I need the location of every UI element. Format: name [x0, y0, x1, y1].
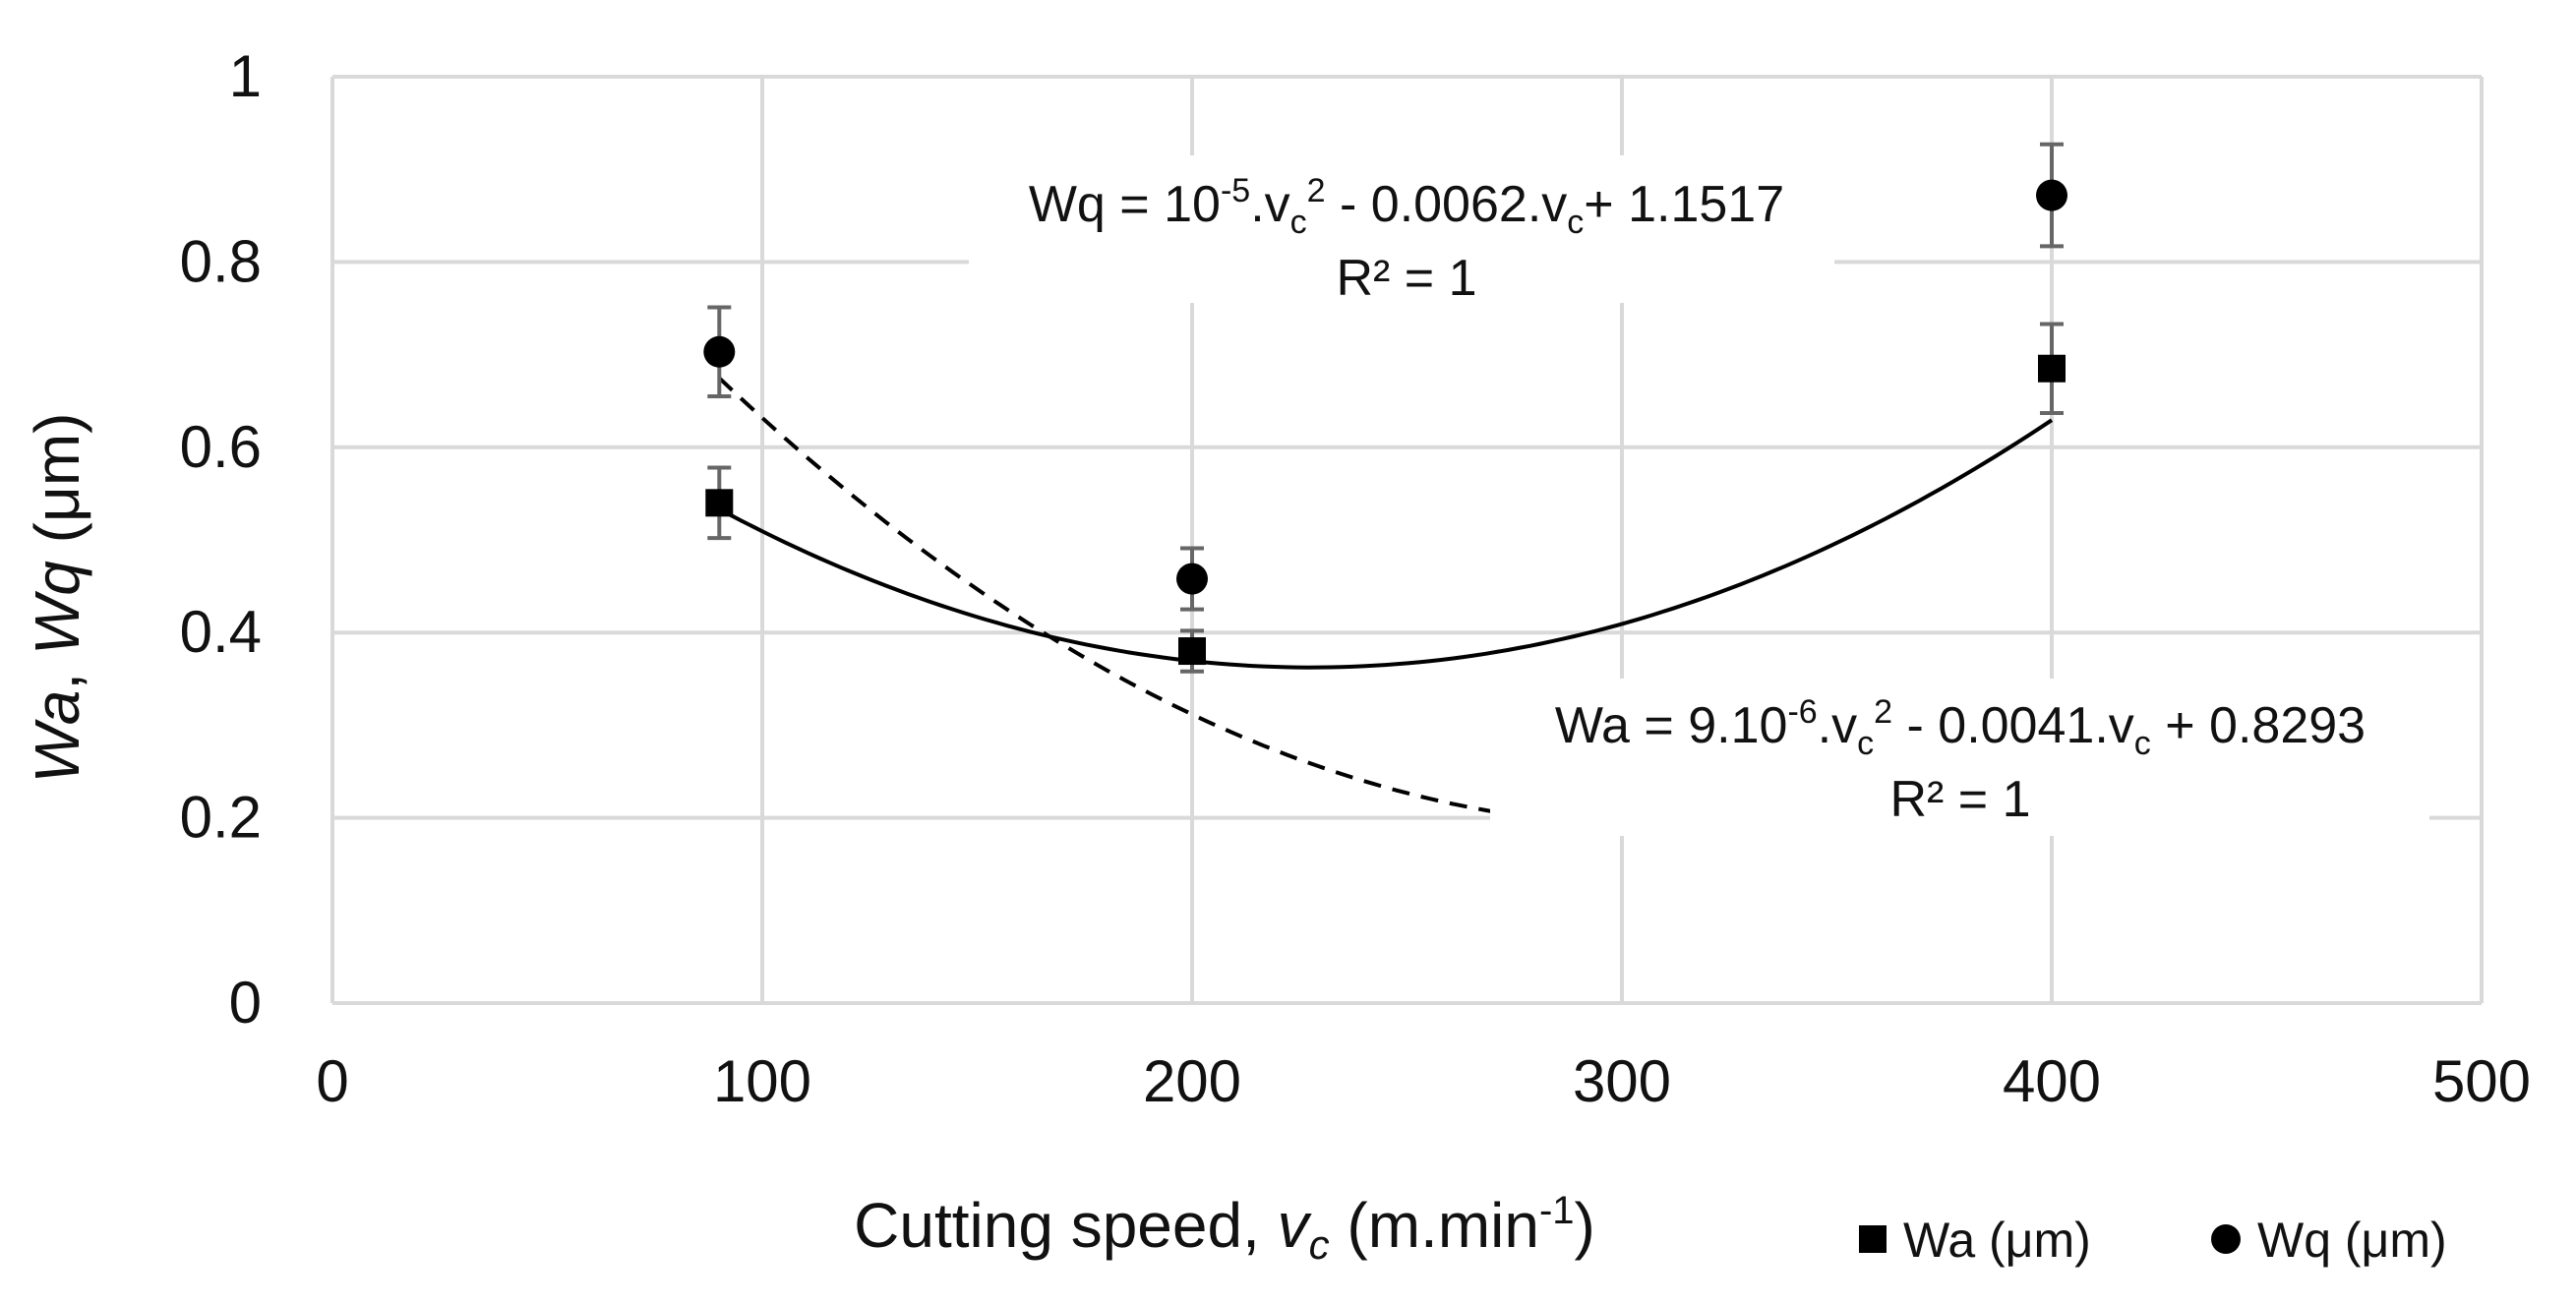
grid-layer	[330, 75, 2484, 1005]
x-tick-label: 300	[1573, 1048, 1671, 1114]
y-tick-label: 0.8	[180, 228, 262, 294]
wa-eq-part2: .v	[1818, 697, 1857, 754]
wq-eq-part1: Wq = 10	[1029, 176, 1221, 233]
wq-eq-sub2: c	[1567, 204, 1584, 241]
y-tick-label: 0.2	[180, 785, 262, 851]
wa-point	[705, 489, 734, 517]
wa-eq-sup1: -6	[1787, 693, 1817, 731]
wq-point	[703, 335, 736, 368]
wq-eq-part4: + 1.1517	[1584, 176, 1784, 233]
wa-point	[2038, 354, 2066, 383]
x-tick-label: 400	[2003, 1048, 2101, 1114]
legend-marker-wq	[2211, 1224, 2241, 1254]
wq-eq-part3: - 0.0062.v	[1326, 176, 1568, 233]
legend: Wa (μm) Wq (μm)	[1859, 1213, 2447, 1268]
x-tick-label: 200	[1143, 1048, 1241, 1114]
wa-eq-sup2: 2	[1874, 693, 1892, 731]
marker-layer	[703, 179, 2067, 666]
legend-label-wq: Wq (μm)	[2257, 1213, 2447, 1268]
wa-eq-part4: + 0.8293	[2151, 697, 2366, 754]
wq-equation-background	[969, 155, 1834, 303]
x-axis-title-unit-post: )	[1575, 1190, 1595, 1261]
y-axis-title-sep: ,	[22, 655, 92, 690]
wa-equation-background	[1490, 679, 2429, 836]
wq-eq-part2: .v	[1250, 176, 1289, 233]
wq-point	[2036, 179, 2067, 211]
x-axis-title-prefix: Cutting speed,	[854, 1190, 1278, 1261]
legend-marker-wa	[1859, 1225, 1887, 1253]
x-tick-label: 0	[316, 1048, 348, 1114]
wa-equation: Wa = 9.10-6.vc2 - 0.0041.vc + 0.8293	[1555, 693, 2366, 762]
y-tick-label: 0	[229, 970, 262, 1036]
wq-eq-sup2: 2	[1307, 172, 1326, 209]
x-axis-title-unit-sup: -1	[1539, 1189, 1575, 1232]
y-tick-label: 1	[229, 43, 262, 109]
x-axis-title-unit-pre: (m.min	[1330, 1190, 1539, 1261]
wa-point	[1178, 637, 1206, 666]
x-axis-title-var: v	[1278, 1190, 1313, 1261]
wq-r-squared: R² = 1	[1336, 250, 1476, 307]
legend-label-wa: Wa (μm)	[1903, 1213, 2091, 1268]
y-axis-title-unit: (μm)	[22, 413, 92, 562]
x-axis-title-var-sub: c	[1309, 1221, 1330, 1268]
y-axis-title-var-a: Wa	[22, 690, 92, 784]
y-axis-title-var-b: Wq	[22, 561, 92, 655]
wa-eq-sub2: c	[2134, 725, 2151, 762]
tick-label-layer: 0 100 200 300 400 500 0 0.2 0.4 0.6 0.8 1	[180, 43, 2531, 1114]
wq-eq-sub1: c	[1290, 204, 1307, 241]
x-tick-label: 500	[2432, 1048, 2531, 1114]
x-axis-title: Cutting speed, vc (m.min-1)	[854, 1189, 1595, 1268]
y-tick-label: 0.4	[180, 599, 262, 665]
wa-eq-sub1: c	[1857, 725, 1874, 762]
wa-trendline	[718, 418, 2054, 670]
wq-point	[1176, 563, 1208, 595]
y-tick-label: 0.6	[180, 414, 262, 480]
wq-equation: Wq = 10-5.vc2 - 0.0062.vc+ 1.1517	[1029, 172, 1784, 241]
x-tick-label: 100	[713, 1048, 811, 1114]
wa-r-squared: R² = 1	[1889, 771, 2030, 828]
wq-eq-sup1: -5	[1221, 172, 1250, 209]
y-axis-title: Wa, Wq (μm)	[22, 413, 92, 784]
wa-eq-part3: - 0.0041.v	[1892, 697, 2134, 754]
wa-eq-part1: Wa = 9.10	[1555, 697, 1788, 754]
